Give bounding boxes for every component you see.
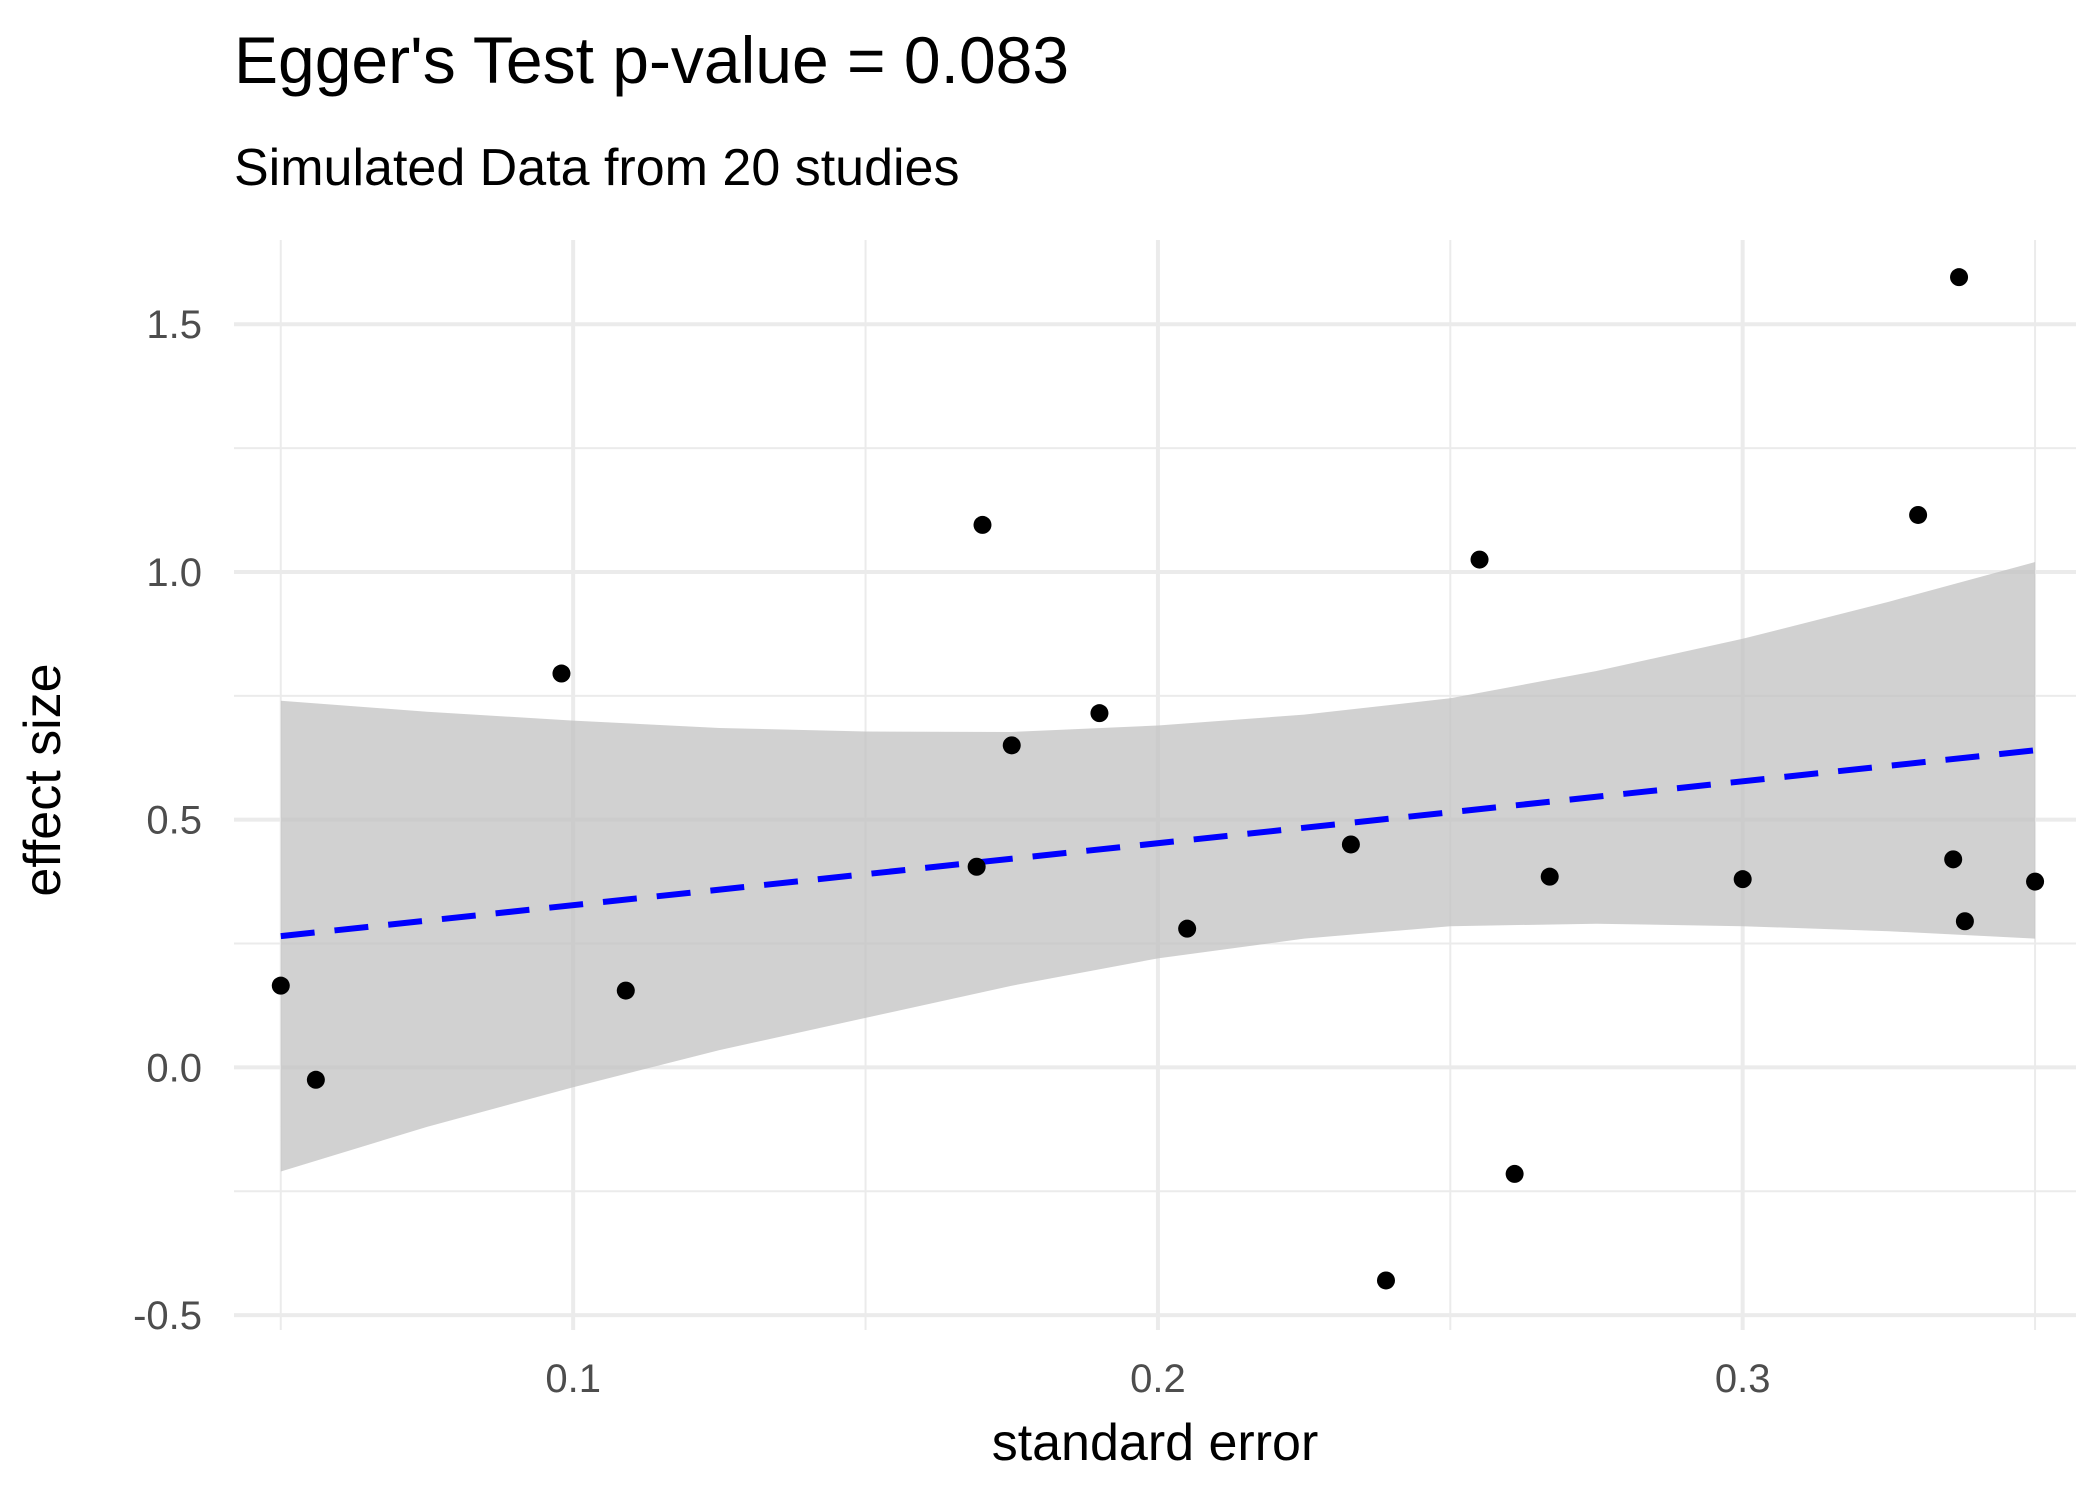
data-point: [271, 976, 290, 995]
y-tick-label: 0.5: [146, 799, 202, 843]
data-points: [271, 268, 2045, 1290]
data-point: [1341, 835, 1360, 854]
y-tick-label: 1.0: [146, 551, 202, 595]
y-tick-label: 0.0: [146, 1046, 202, 1090]
confidence-band: [280, 562, 2036, 1172]
confidence-band-layer: [280, 562, 2036, 1172]
data-point: [1540, 867, 1559, 886]
x-tick-label: 0.3: [1715, 1357, 1771, 1401]
data-point: [1733, 870, 1752, 889]
x-axis-title: standard error: [992, 1414, 1319, 1472]
data-point: [1178, 919, 1197, 938]
data-point: [1955, 912, 1974, 931]
data-point: [2026, 872, 2045, 891]
data-point: [616, 981, 635, 1000]
data-point: [1950, 268, 1969, 287]
data-point: [967, 857, 986, 876]
chart-subtitle: Simulated Data from 20 studies: [234, 139, 960, 197]
data-point: [1909, 505, 1928, 524]
y-axis-title: effect size: [14, 663, 72, 896]
data-point: [1470, 550, 1489, 569]
regression-line-layer: [280, 747, 2036, 940]
data-point: [1002, 736, 1021, 755]
data-point: [552, 664, 571, 683]
data-point: [1505, 1164, 1524, 1183]
tick-labels: 0.1 0.2 0.3 -0.5 0.0 0.5 1.0 1.5: [133, 303, 1770, 1401]
chart-title: Egger's Test p-value = 0.083: [234, 23, 1070, 97]
data-point: [1376, 1271, 1395, 1290]
x-tick-label: 0.2: [1130, 1357, 1186, 1401]
data-point: [1090, 704, 1109, 723]
y-tick-label: -0.5: [133, 1294, 202, 1338]
regression-line: [280, 747, 2036, 940]
data-point: [973, 515, 992, 534]
data-point: [306, 1070, 325, 1089]
data-point: [1944, 850, 1963, 869]
x-tick-label: 0.1: [545, 1357, 601, 1401]
y-tick-label: 1.5: [146, 303, 202, 347]
